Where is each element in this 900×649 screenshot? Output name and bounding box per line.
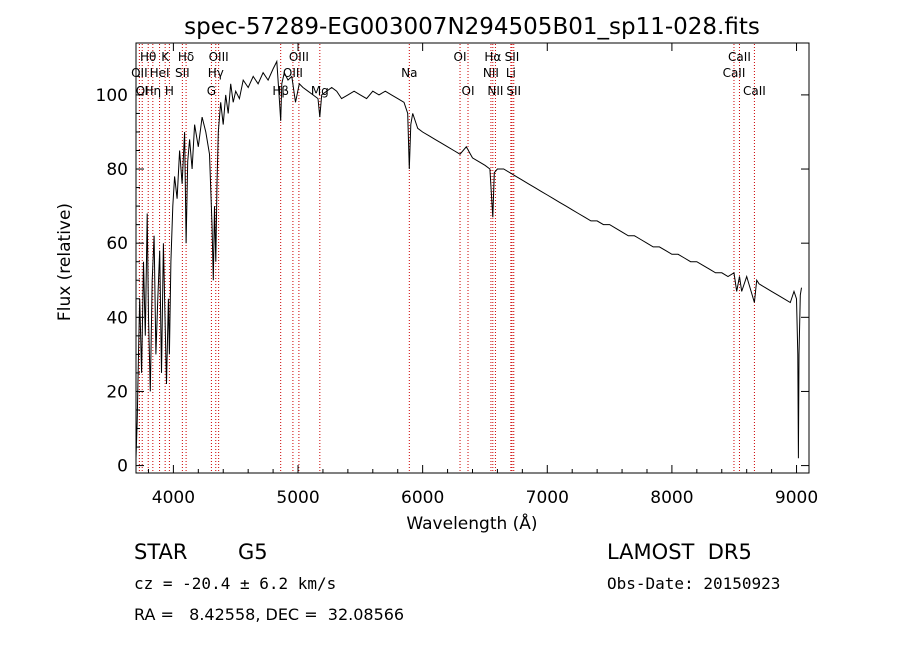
- spectral-line-label: Hδ: [178, 50, 194, 64]
- object-class: STAR: [134, 540, 188, 564]
- spectral-line-label: CaII: [723, 66, 746, 80]
- object-subclass: G5: [238, 540, 268, 564]
- spectral-line-label: H: [165, 84, 174, 98]
- observation-date: Obs-Date: 20150923: [607, 574, 781, 593]
- spectral-line-label: Mg: [311, 84, 329, 98]
- x-axis: 4000 5000 6000 7000 8000 9000: [147, 43, 818, 508]
- y-tick-label: 0: [117, 457, 128, 477]
- spectral-line-label: NII: [483, 66, 499, 80]
- spectral-line-label: Hθ: [140, 50, 156, 64]
- chart-title: spec-57289-EG003007N294505B01_sp11-028.f…: [184, 14, 760, 40]
- coordinates: RA = 8.42558, DEC = 32.08566: [134, 605, 405, 624]
- spectral-line-label: OI: [454, 50, 467, 64]
- plot-frame: [135, 42, 810, 474]
- spectral-line-label: HeI: [150, 66, 170, 80]
- spectral-line-label: G: [207, 84, 216, 98]
- spectral-line-label: Hη: [145, 84, 162, 98]
- x-tick-label: 5000: [276, 488, 319, 508]
- y-tick-label: 60: [106, 234, 128, 254]
- spectral-line-label: OII: [131, 66, 148, 80]
- spectral-line-label: Hβ: [272, 84, 289, 98]
- x-axis-label: Wavelength (Å): [406, 512, 537, 534]
- spectral-line-label: OIII: [209, 50, 229, 64]
- spectral-line-label: SII: [506, 84, 521, 98]
- spectral-line-label: OI: [462, 84, 475, 98]
- spectral-line-label: SII: [505, 50, 520, 64]
- spectral-line-label: Hγ: [208, 66, 224, 80]
- spectral-line-label: CaII: [728, 50, 751, 64]
- y-axis: 0 20 40 60 80 100: [96, 75, 809, 477]
- y-tick-label: 20: [106, 382, 128, 402]
- spectrum-line: [135, 59, 802, 459]
- x-tick-label: 7000: [526, 488, 569, 508]
- x-tick-label: 9000: [775, 488, 818, 508]
- x-tick-label: 8000: [650, 488, 693, 508]
- survey-name: LAMOST DR5: [607, 540, 752, 564]
- spectral-line-label: SII: [175, 66, 190, 80]
- y-tick-label: 80: [106, 160, 128, 180]
- spectral-line-label: Na: [401, 66, 417, 80]
- spectral-line-label: Li: [506, 66, 516, 80]
- x-tick-label: 4000: [152, 488, 195, 508]
- x-tick-label: 6000: [401, 488, 444, 508]
- spectral-line-label: K: [161, 50, 170, 64]
- spectral-line-label: CaII: [743, 84, 766, 98]
- spectral-line-label: Hα: [484, 50, 501, 64]
- y-tick-label: 100: [96, 86, 128, 106]
- y-tick-label: 40: [106, 308, 128, 328]
- spectral-line-markers: [138, 44, 755, 472]
- spectral-line-label: NII: [487, 84, 503, 98]
- spectral-line-label: OIII: [289, 50, 309, 64]
- y-axis-label: Flux (relative): [55, 203, 75, 321]
- spectral-line-labels: Hθ K Hδ OIII OIII OI Hα SII CaII OII HeI SII Hγ OIII N…: [131, 50, 766, 98]
- spectral-line-label: OIII: [283, 66, 303, 80]
- redshift-velocity: cz = -20.4 ± 6.2 km/s: [134, 574, 337, 593]
